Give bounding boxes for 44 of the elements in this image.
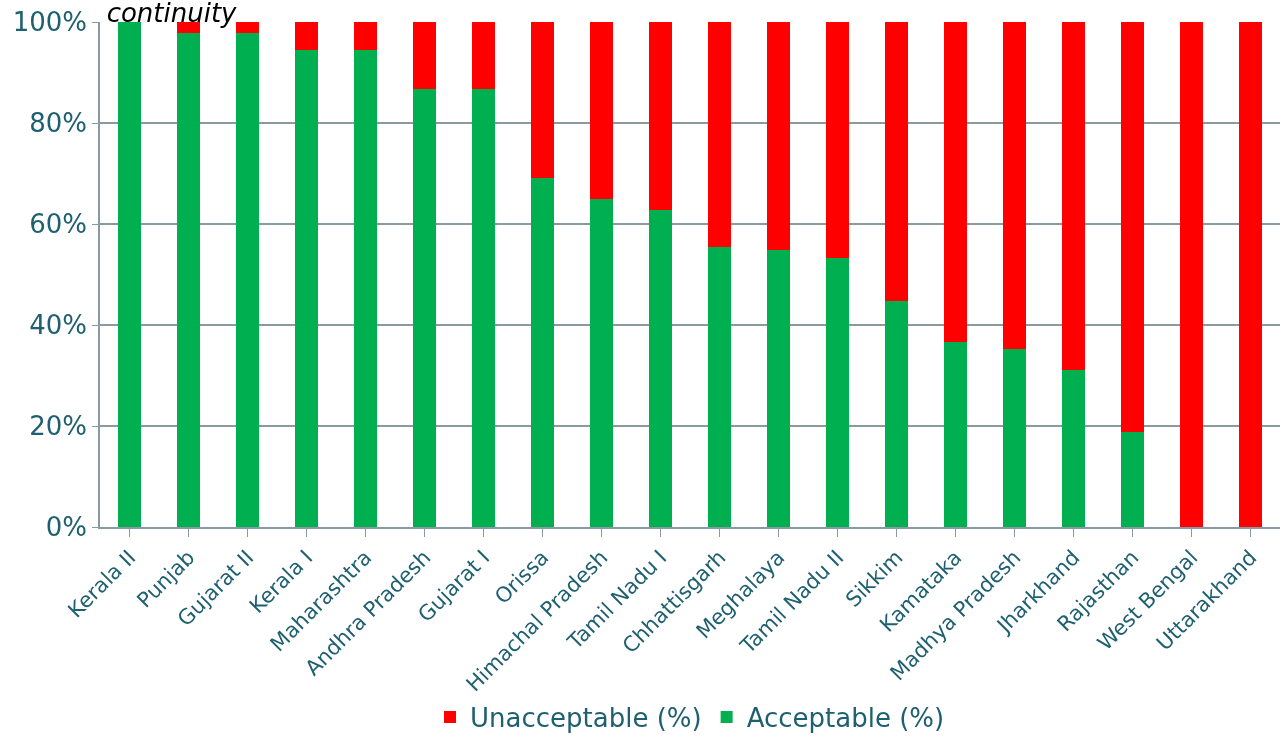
bar [884, 22, 909, 301]
bar [353, 22, 378, 51]
bar [1179, 22, 1204, 527]
bar [825, 22, 850, 258]
bar [825, 257, 850, 527]
bar [353, 50, 378, 527]
legend-label: Acceptable (%) [746, 703, 945, 734]
bar [943, 341, 968, 527]
bar [412, 22, 437, 90]
chart-title: continuity [106, 0, 238, 28]
bar [471, 22, 496, 90]
bar [589, 199, 614, 527]
bar [412, 89, 437, 527]
bar [1002, 22, 1027, 350]
bar [471, 89, 496, 527]
bar [766, 249, 791, 527]
bar [766, 22, 791, 250]
bar [943, 22, 968, 342]
bar [294, 50, 319, 527]
legend-label: Unacceptable (%) [470, 703, 702, 734]
y-tick-label: 100% [12, 7, 88, 38]
bar [530, 22, 555, 178]
bar [1120, 432, 1145, 527]
y-tick-label: 60% [29, 209, 88, 240]
y-tick-label: 40% [29, 310, 88, 341]
y-tick-label: 20% [29, 411, 88, 442]
bar [1002, 349, 1027, 527]
bar [1238, 22, 1263, 527]
bar [1120, 22, 1145, 433]
y-tick-label: 80% [29, 108, 88, 139]
bar [707, 22, 732, 247]
bar [1061, 369, 1086, 527]
bar [648, 22, 673, 210]
bar [884, 300, 909, 527]
bar [1061, 22, 1086, 370]
bar [530, 177, 555, 527]
bar [235, 22, 260, 33]
bar [707, 246, 732, 527]
bar [589, 22, 614, 200]
bar [235, 32, 260, 527]
bar [294, 22, 319, 51]
y-tick-label: 0% [45, 512, 88, 543]
bar [648, 209, 673, 527]
bar [176, 32, 201, 527]
